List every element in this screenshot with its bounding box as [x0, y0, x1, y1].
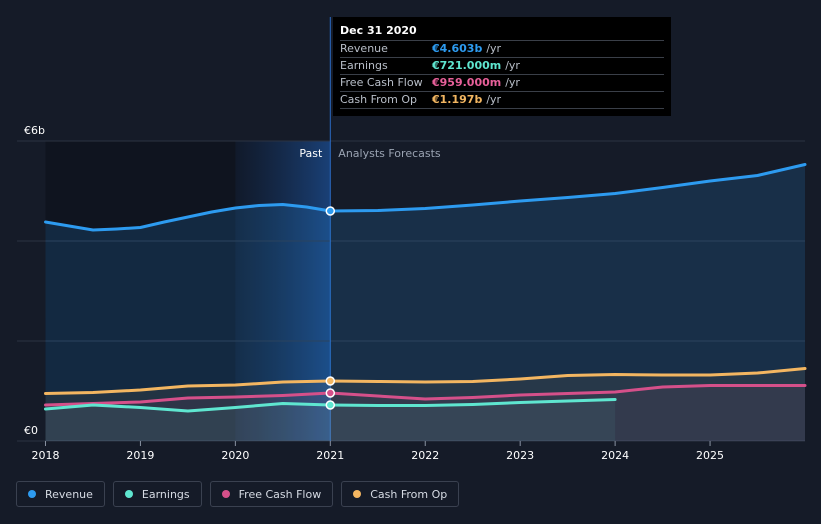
revenue-line	[44, 163, 807, 232]
legend-item-free-cash-flow[interactable]: Free Cash Flow	[209, 481, 334, 507]
revenue-marker	[325, 206, 336, 216]
tooltip-value: €959.000m	[432, 76, 502, 89]
x-tick-label: 2023	[506, 449, 534, 462]
legend: Revenue Earnings Free Cash Flow Cash Fro…	[16, 481, 460, 507]
legend-item-cash-from-op[interactable]: Cash From Op	[341, 481, 460, 507]
tooltip-row-cash-from-op: Cash From Op €1.197b /yr	[340, 91, 664, 109]
tooltip-unit: /yr	[486, 93, 502, 106]
y-tick-label: €0	[24, 424, 38, 437]
free-cash-flow-line	[44, 384, 807, 407]
x-tick-label: 2020	[221, 449, 249, 462]
tooltip-label: Earnings	[340, 59, 388, 72]
tooltip-unit: /yr	[505, 76, 520, 89]
legend-label: Earnings	[141, 487, 190, 501]
x-tick-label: 2025	[696, 449, 724, 462]
tooltip-row-revenue: Revenue €4.603b /yr	[340, 40, 664, 57]
free-cash-flow-marker	[325, 388, 336, 398]
tooltip-label: Free Cash Flow	[340, 76, 423, 89]
tooltip-value: €721.000m	[432, 59, 502, 72]
tooltip-value: €4.603b	[432, 42, 483, 55]
tooltip-row-earnings: Earnings €721.000m /yr	[340, 57, 664, 74]
tooltip-unit: /yr	[486, 42, 502, 55]
tooltip-label: Revenue	[340, 42, 388, 55]
tooltip-date: Dec 31 2020	[340, 24, 417, 37]
x-tick-label: 2018	[31, 449, 59, 462]
tooltip-value: €1.197b	[432, 93, 483, 106]
legend-label: Revenue	[45, 487, 93, 501]
legend-item-revenue[interactable]: Revenue	[16, 481, 105, 507]
x-tick-label: 2024	[601, 449, 629, 462]
y-tick-label: €6b	[24, 124, 45, 137]
revenue-dot-icon	[28, 490, 36, 498]
tooltip-label: Cash From Op	[340, 93, 418, 106]
earnings-area	[45, 399, 616, 441]
x-tick-label: 2019	[126, 449, 154, 462]
legend-label: Cash From Op	[370, 487, 448, 501]
tooltip: Dec 31 2020 Revenue €4.603b /yr Earnings…	[333, 17, 671, 116]
x-tick-label: 2022	[411, 449, 439, 462]
cash-from-op-dot-icon	[353, 490, 362, 498]
free-cash-flow-dot-icon	[221, 490, 230, 498]
tooltip-row-free-cash-flow: Free Cash Flow €959.000m /yr	[340, 74, 664, 91]
past-label: Past	[299, 147, 323, 160]
highlight-band	[235, 141, 331, 441]
forecast-label: Analysts Forecasts	[338, 147, 441, 160]
legend-item-earnings[interactable]: Earnings	[112, 481, 202, 507]
x-tick-label: 2021	[316, 449, 344, 462]
cash-from-op-line	[44, 367, 807, 395]
earnings-dot-icon	[124, 490, 133, 498]
tooltip-unit: /yr	[505, 59, 520, 72]
cash-from-op-marker	[325, 376, 336, 386]
legend-label: Free Cash Flow	[238, 487, 322, 501]
revenue-area	[45, 164, 805, 441]
earnings-marker	[325, 400, 336, 410]
